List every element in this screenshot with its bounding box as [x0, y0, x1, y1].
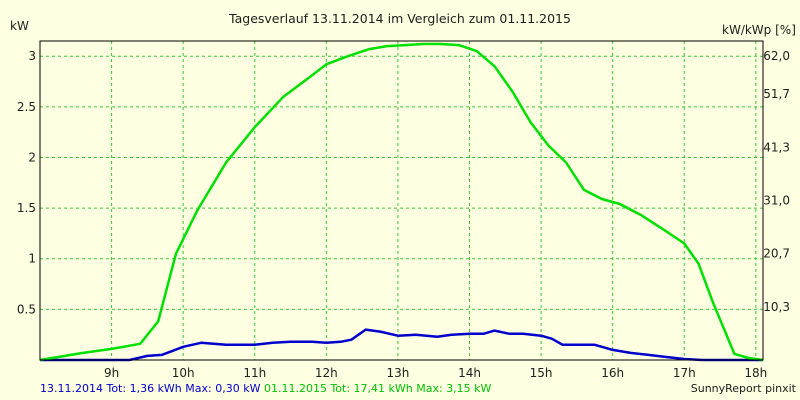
x-tick-label-1: 10h	[172, 366, 195, 380]
x-axis-ticks: 9h 10h 11h 12h 13h 14h 15h 16h 17h 18h	[104, 366, 767, 380]
y-left-tick-label-0: 0.5	[17, 302, 36, 316]
x-tick-label-0: 9h	[104, 366, 119, 380]
y-axis-left-label: kW	[10, 19, 29, 33]
y-right-tick-label-1: 20,7	[763, 247, 790, 261]
x-tick-label-5: 14h	[458, 366, 481, 380]
grid-lines	[40, 41, 763, 360]
footer-credit: SunnyReport pinxit	[690, 382, 796, 395]
footer-series-2-summary: 01.11.2015 Tot: 17,41 kWh Max: 3,15 kW	[263, 382, 492, 395]
y-right-tick-label-3: 41,3	[763, 140, 790, 154]
x-tick-label-7: 16h	[601, 366, 624, 380]
x-tick-label-4: 13h	[386, 366, 409, 380]
y-right-tick-label-2: 31,0	[763, 194, 790, 208]
chart-title: Tagesverlauf 13.11.2014 im Vergleich zum…	[228, 11, 571, 26]
plot-frame	[39, 40, 764, 361]
footer-summary: 13.11.2014 Tot: 1,36 kWh Max: 0,30 kW 01…	[40, 382, 491, 395]
series-layer	[39, 42, 764, 362]
y-right-tick-label-4: 51,7	[763, 87, 790, 101]
x-tick-label-8: 17h	[673, 366, 696, 380]
y-left-tick-label-3: 2	[28, 150, 36, 164]
x-tick-label-3: 12h	[315, 366, 338, 380]
plot-area	[40, 41, 763, 360]
y-right-tick-label-0: 10,3	[763, 300, 790, 314]
x-tick-label-6: 15h	[530, 366, 553, 380]
y-left-tick-label-5: 3	[28, 49, 36, 63]
y-axis-left-ticks: 0.5 1 1.5 2 2.5 3	[17, 49, 36, 316]
y-left-tick-label-4: 2.5	[17, 100, 36, 114]
y-axis-right-label: kW/kWp [%]	[722, 23, 796, 37]
y-axis-right-ticks: 10,3 20,7 31,0 41,3 51,7 62,0	[763, 49, 790, 314]
footer-series-1-summary: 13.11.2014 Tot: 1,36 kWh Max: 0,30 kW	[40, 382, 261, 395]
x-tick-label-9: 18h	[744, 366, 767, 380]
y-left-tick-label-2: 1.5	[17, 201, 36, 215]
x-tick-label-2: 11h	[243, 366, 266, 380]
y-right-tick-label-5: 62,0	[763, 49, 790, 63]
y-left-tick-label-1: 1	[28, 252, 36, 266]
series-line-2	[39, 42, 764, 362]
series-line-1	[40, 328, 763, 362]
